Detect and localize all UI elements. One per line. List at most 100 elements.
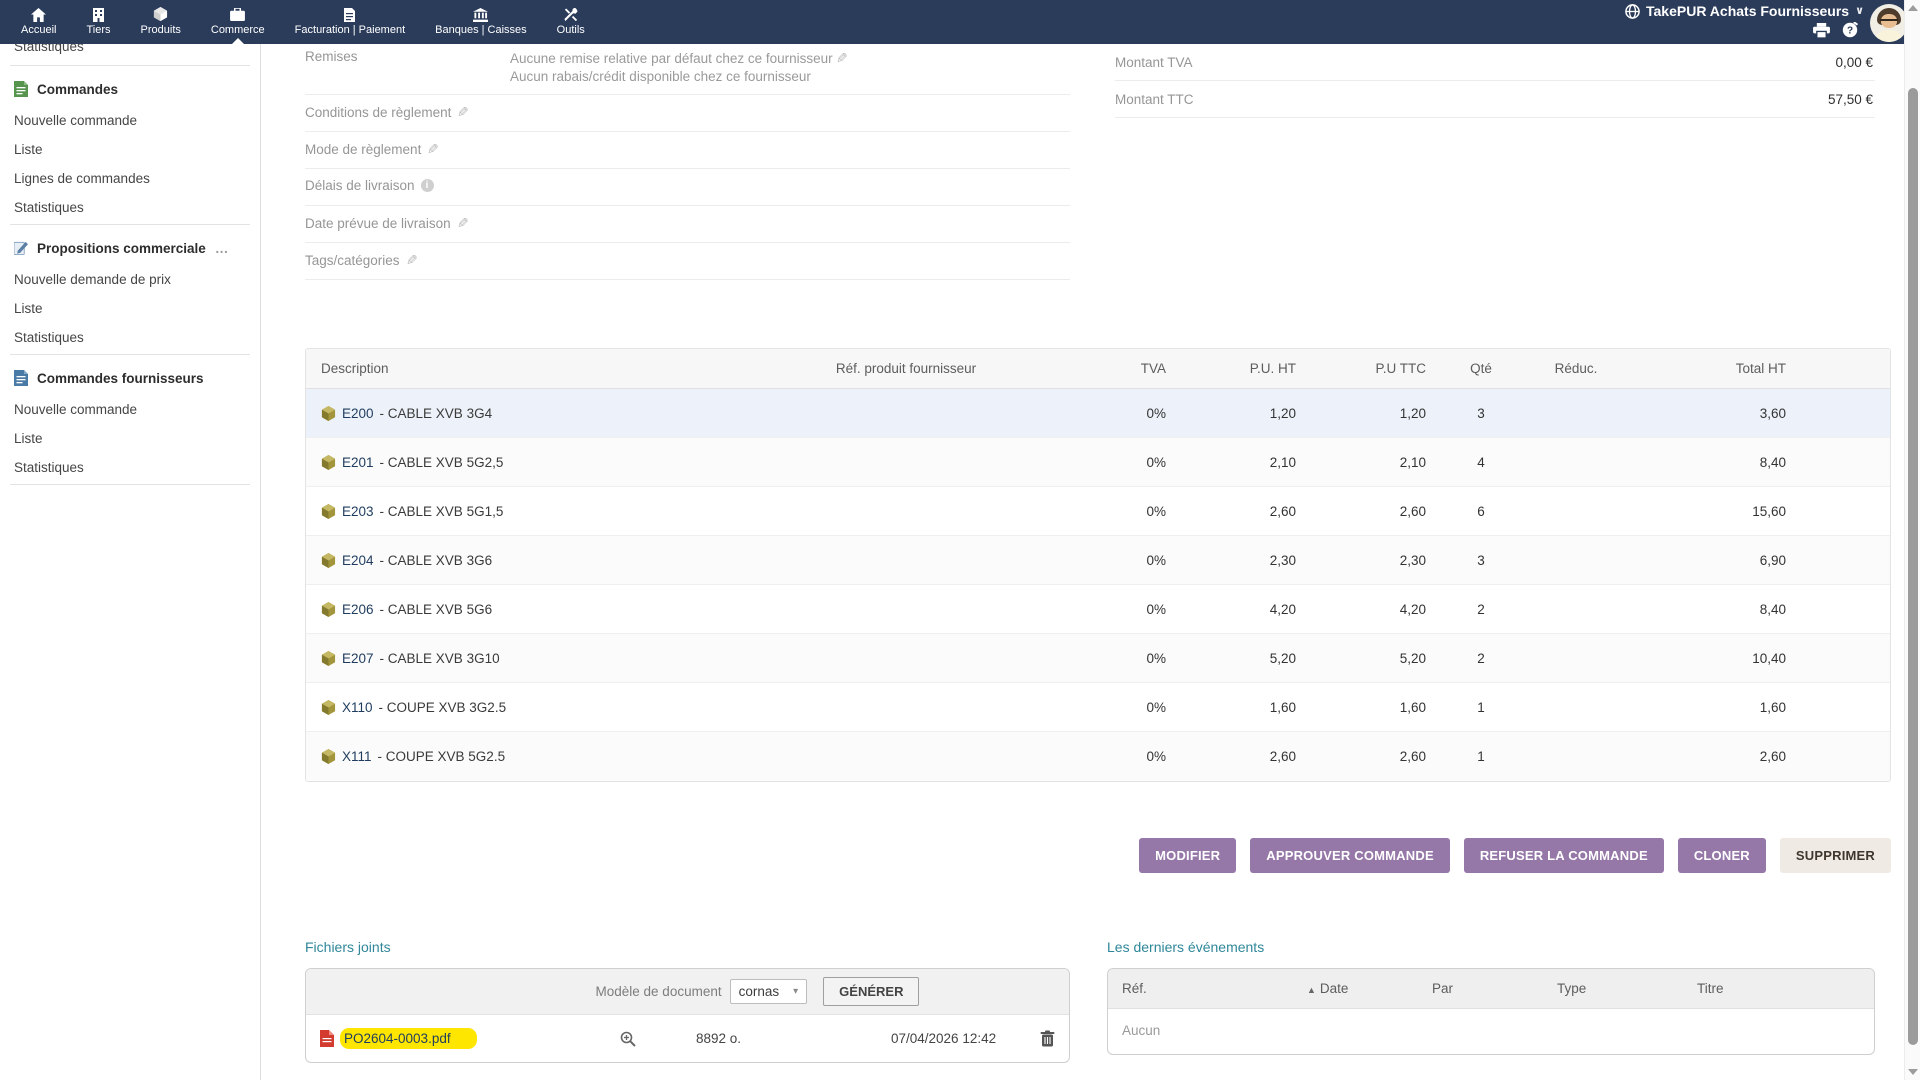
column-header-par[interactable]: Par: [1432, 981, 1557, 996]
sidebar-section-label: Propositions commerciale: [37, 241, 206, 256]
preview-magnifier-icon[interactable]: [620, 1031, 636, 1047]
nav-item-banques[interactable]: Banques | Caisses: [420, 0, 542, 44]
nav-item-accueil[interactable]: Accueil: [6, 0, 71, 44]
sidebar-item-nouvelle-demande-de-prix[interactable]: Nouvelle demande de prix: [0, 265, 260, 294]
product-ref-link[interactable]: X110: [342, 700, 373, 715]
product-ref-link[interactable]: E201: [342, 455, 374, 470]
main-content: Remises Aucune remise relative par défau…: [261, 44, 1920, 1080]
edit-pencil-icon[interactable]: ✎: [406, 252, 418, 269]
sidebar-item-nouvelle-commande[interactable]: Nouvelle commande: [0, 106, 260, 135]
nav-item-facturation[interactable]: Facturation | Paiement: [280, 0, 420, 44]
column-header-date[interactable]: ▲Date: [1307, 981, 1432, 996]
svg-text:?: ?: [1847, 26, 1853, 37]
column-header-ref[interactable]: Réf.: [1122, 981, 1307, 996]
cell-tva: 0%: [1036, 651, 1176, 666]
avatar-glasses: [1880, 19, 1898, 24]
edit-pencil-icon[interactable]: ✎: [457, 215, 469, 232]
sidebar-item-lignes-de-commandes[interactable]: Lignes de commandes: [0, 164, 260, 193]
nav-item-tiers[interactable]: Tiers: [71, 0, 125, 44]
delete-button[interactable]: SUPPRIMER: [1780, 838, 1891, 873]
edit-pencil-icon[interactable]: ✎: [457, 104, 469, 121]
navbar-right: TakePUR Achats Fournisseurs ∨ ? ∨: [1625, 0, 1920, 44]
sidebar-item-liste[interactable]: Liste: [0, 294, 260, 323]
product-name: - COUPE XVB 3G2.5: [379, 700, 507, 715]
product-cube-icon: [321, 651, 336, 666]
cell-total: 1,60: [1626, 700, 1796, 715]
product-ref-link[interactable]: E204: [342, 553, 374, 568]
trash-icon[interactable]: [1040, 1030, 1055, 1047]
attachments-panel: Modèle de document cornas ▾ GÉNÉRER: [305, 968, 1070, 1063]
refuse-order-button[interactable]: REFUSER LA COMMANDE: [1464, 838, 1664, 873]
help-icon[interactable]: ?: [1842, 22, 1858, 38]
scrollbar-thumb[interactable]: [1908, 88, 1918, 1045]
edit-pencil-icon[interactable]: ✎: [427, 141, 439, 158]
column-header-tva: TVA: [1036, 361, 1176, 376]
product-name: - COUPE XVB 5G2.5: [378, 749, 506, 764]
product-ref-link[interactable]: E200: [342, 406, 374, 421]
product-cube-icon: [321, 553, 336, 568]
cell-tva: 0%: [1036, 504, 1176, 519]
cell-pu-ht: 2,60: [1176, 504, 1306, 519]
modify-button[interactable]: MODIFIER: [1139, 838, 1236, 873]
cell-pu-ht: 5,20: [1176, 651, 1306, 666]
product-cube-icon: [321, 700, 336, 715]
print-icon[interactable]: [1813, 22, 1830, 38]
sidebar-divider: [10, 484, 250, 485]
sidebar-item-nouvelle-commande[interactable]: Nouvelle commande: [0, 395, 260, 424]
scrollbar-up-arrow[interactable]: [1908, 5, 1918, 11]
sidebar-section-commandes-fournisseurs[interactable]: Commandes fournisseurs: [0, 357, 260, 395]
sidebar-section-propositions[interactable]: Propositions commerciale …: [0, 227, 260, 265]
product-ref-link[interactable]: X111: [342, 749, 372, 764]
product-ref-link[interactable]: E207: [342, 651, 374, 666]
left-sidebar: Statistiques Commandes Nouvelle commande…: [0, 44, 261, 1080]
document-model-label: Modèle de document: [596, 984, 722, 999]
column-header-reduc: Réduc.: [1526, 361, 1626, 376]
user-avatar[interactable]: [1870, 4, 1908, 42]
globe-icon: [1625, 4, 1640, 19]
sidebar-section-commandes[interactable]: Commandes: [0, 68, 260, 106]
cell-qty: 1: [1436, 749, 1526, 764]
events-header-row: Réf. ▲Date Par Type Titre: [1108, 969, 1874, 1009]
clone-button[interactable]: CLONER: [1678, 838, 1766, 873]
cell-tva: 0%: [1036, 602, 1176, 617]
cell-pu-ttc: 1,60: [1306, 700, 1436, 715]
attachment-file-link[interactable]: PO2604-0003.pdf: [340, 1028, 477, 1049]
attachment-row: PO2604-0003.pdf 8892 o. 07/04/2026 12:42: [306, 1014, 1069, 1062]
cell-total: 8,40: [1626, 602, 1796, 617]
product-ref-link[interactable]: E203: [342, 504, 374, 519]
cell-pu-ht: 2,10: [1176, 455, 1306, 470]
generate-button[interactable]: GÉNÉRER: [823, 977, 919, 1006]
sidebar-item-statistiques[interactable]: Statistiques: [0, 453, 260, 482]
sidebar-item-statistiques[interactable]: Statistiques: [0, 323, 260, 352]
nav-item-produits[interactable]: Produits: [126, 0, 196, 44]
order-totals: Montant TVA 0,00 € Montant TTC 57,50 €: [1115, 44, 1875, 280]
product-name: - CABLE XVB 5G6: [380, 602, 493, 617]
cell-pu-ht: 1,60: [1176, 700, 1306, 715]
events-empty-row: Aucun: [1108, 1009, 1874, 1054]
edit-pencil-icon[interactable]: ✎: [836, 49, 848, 68]
document-model-select[interactable]: cornas ▾: [730, 979, 808, 1004]
product-cube-icon: [321, 455, 336, 470]
approve-order-button[interactable]: APPROUVER COMMANDE: [1250, 838, 1450, 873]
scrollbar-down-arrow[interactable]: [1908, 1069, 1918, 1075]
column-header-type[interactable]: Type: [1557, 981, 1697, 996]
product-cube-icon: [321, 749, 336, 764]
events-panel: Réf. ▲Date Par Type Titre Aucun: [1107, 968, 1875, 1055]
cell-tva: 0%: [1036, 455, 1176, 470]
nav-label: Tiers: [86, 24, 110, 36]
field-row-mode-reglement: Mode de règlement ✎: [305, 132, 1070, 169]
sidebar-item-liste[interactable]: Liste: [0, 424, 260, 453]
supplier-order-icon: [14, 370, 28, 386]
product-name: - CABLE XVB 5G1,5: [380, 504, 504, 519]
navbar-tools: ?: [1813, 22, 1864, 38]
nav-item-commerce[interactable]: Commerce: [196, 0, 280, 44]
column-header-titre[interactable]: Titre: [1697, 981, 1860, 996]
cell-tva: 0%: [1036, 406, 1176, 421]
table-row: E204 - CABLE XVB 3G6 0% 2,30 2,30 3 6,90: [306, 536, 1890, 585]
vertical-scrollbar[interactable]: [1904, 0, 1920, 1080]
product-ref-link[interactable]: E206: [342, 602, 374, 617]
nav-item-outils[interactable]: Outils: [542, 0, 600, 44]
sidebar-item-liste[interactable]: Liste: [0, 135, 260, 164]
sidebar-item-statistiques[interactable]: Statistiques: [0, 193, 260, 222]
entity-selector[interactable]: TakePUR Achats Fournisseurs ∨: [1625, 3, 1864, 19]
